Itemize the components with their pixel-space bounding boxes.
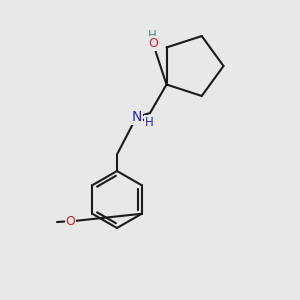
Text: O: O xyxy=(148,37,158,50)
Text: N: N xyxy=(131,110,142,124)
Text: O: O xyxy=(66,215,75,228)
Text: H: H xyxy=(148,28,157,42)
Text: H: H xyxy=(145,116,154,129)
